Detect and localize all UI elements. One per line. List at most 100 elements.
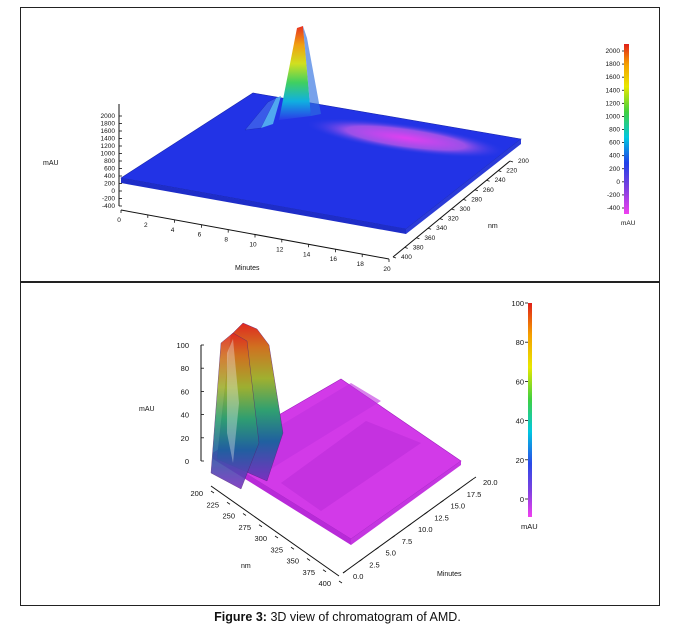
y-tick-label-mark	[509, 160, 514, 163]
colorbar-bottom	[528, 303, 532, 517]
colorbar-tick-label: 40	[516, 417, 524, 426]
x-tick-label-mark	[424, 511, 428, 515]
y-tick-label-mark	[498, 170, 502, 172]
z-tick-label: 1000	[101, 151, 116, 158]
z-tick-label: -200	[102, 196, 115, 203]
x-tick-label: 7.5	[402, 537, 412, 546]
x-tick-label: 6	[198, 232, 202, 239]
x-tick-label: 20.0	[483, 478, 498, 487]
y-tick-label: 250	[222, 512, 235, 521]
z-tick-label: 100	[176, 341, 189, 350]
y-tick-label: 200	[518, 158, 529, 165]
colorbar-tick-label: 100	[511, 299, 524, 308]
peak-curtain-front	[210, 332, 260, 490]
y-tick-label: 280	[471, 196, 482, 203]
colorbar-tick-label: 80	[516, 338, 524, 347]
y-tick-label-mark	[427, 227, 432, 230]
y-tick-label-mark	[226, 501, 231, 505]
figure-caption-text: 3D view of chromatogram of AMD.	[270, 610, 461, 624]
y-tick-label-mark	[416, 237, 420, 240]
z-tick-label: 600	[104, 166, 115, 173]
x-tick-label: 4	[171, 227, 175, 234]
x-tick-label: 0.0	[353, 572, 363, 581]
z-tick-label: 800	[104, 158, 115, 165]
x-tick-label: 17.5	[467, 490, 482, 499]
colorbar-tick-label: -200	[607, 192, 620, 199]
z-tick-label: 1200	[101, 143, 116, 150]
main-peak-side	[303, 26, 321, 116]
x-tick-label: 18	[357, 261, 365, 268]
x-tick-label-mark	[359, 558, 363, 562]
colorbar-tick-label: 0	[616, 179, 620, 186]
x-tick-label: 16	[330, 256, 338, 263]
main-peak	[279, 26, 311, 120]
y-tick-label-mark	[306, 558, 311, 561]
y-tick-label-mark	[463, 199, 467, 201]
y-tick-label: 300	[254, 534, 267, 543]
colorbar-tick-label: 60	[516, 377, 524, 386]
x-tick-label-mark	[440, 500, 444, 503]
y-tick-label-mark	[474, 189, 479, 192]
y-tick-label: 200	[190, 489, 203, 498]
x-tick-label: 12.5	[434, 513, 449, 522]
z-tick-label: 0	[185, 457, 189, 466]
x-tick-label: 15.0	[451, 502, 466, 511]
z-tick-label: 200	[104, 181, 115, 188]
shoulder-peak-2	[261, 96, 281, 128]
z-tick-label: 2000	[101, 113, 116, 120]
z-tick-label: 1800	[101, 121, 116, 128]
x-tick-label: 10	[249, 242, 257, 249]
colorbar-tick-label: 1600	[606, 74, 621, 81]
z-tick-label: -400	[102, 203, 115, 210]
surface-front-wall	[121, 178, 406, 234]
y-tick-label: 325	[270, 545, 283, 554]
surface-band-2	[281, 421, 421, 511]
chart-panel-top: 2000 1800 1600 1400 1200 1000 800 600 400 200 0 -20…	[20, 7, 660, 282]
x-tick-label-mark	[391, 535, 395, 539]
x-axis-label: Minutes	[437, 571, 462, 578]
y-tick-label: 360	[424, 235, 435, 242]
chart-panel-bottom: 100 80 60 40 20 0 mAU 200 225 250 275 300 325 350 37…	[20, 282, 660, 606]
y-tick-label-mark	[392, 256, 397, 259]
y-tick-label-mark	[290, 546, 295, 550]
x-tick-label-mark	[472, 476, 477, 480]
z-axis-label: mAU	[139, 406, 155, 413]
y-tick-label: 320	[448, 216, 459, 223]
surface-right-wall	[406, 139, 521, 234]
colorbar-tick-label: 400	[609, 153, 620, 160]
y-tick-label-mark	[242, 513, 247, 516]
y-tick-label: 375	[302, 568, 315, 577]
y-tick-label: 400	[401, 254, 412, 261]
y-axis-line	[210, 485, 340, 577]
colorbar-label-bottom: mAU	[521, 522, 538, 531]
colorbar-tick-label: 0	[520, 495, 524, 504]
x-tick-label: 2.5	[369, 560, 379, 569]
z-tick-label: 1600	[101, 128, 116, 135]
x-tick-label-mark	[456, 488, 460, 492]
x-tick-label-mark	[375, 547, 379, 550]
colorbar-tick-label: 1400	[606, 87, 621, 94]
y-tick-label: 350	[286, 557, 299, 566]
y-tick-label: 300	[460, 206, 471, 213]
x-axis-label: Minutes	[235, 265, 260, 272]
y-tick-label: 260	[483, 187, 494, 194]
y-tick-label-mark	[404, 247, 408, 249]
chart-top-svg: 2000180016001400120010008006004002000-20…	[43, 26, 636, 273]
colorbar-tick-label: 2000	[606, 48, 621, 55]
colorbar-tick-label: 200	[609, 166, 620, 173]
x-tick-label: 14	[303, 251, 311, 258]
y-axis-label: nm	[488, 223, 498, 230]
colorbar-label-top: mAU	[621, 220, 636, 227]
z-tick-label: 0	[111, 188, 115, 195]
y-tick-label-mark	[451, 208, 455, 211]
y-tick-label: 340	[436, 225, 447, 232]
y-tick-label-mark	[274, 535, 279, 539]
x-tick-label: 2	[144, 222, 148, 229]
y-tick-label: 225	[206, 500, 219, 509]
surface-front-wall	[213, 453, 351, 545]
z-tick-label: 1400	[101, 136, 116, 143]
z-tick-label: 40	[181, 411, 189, 420]
y-tick-label-mark	[258, 524, 263, 528]
colorbar-tick-label: 800	[609, 127, 620, 134]
